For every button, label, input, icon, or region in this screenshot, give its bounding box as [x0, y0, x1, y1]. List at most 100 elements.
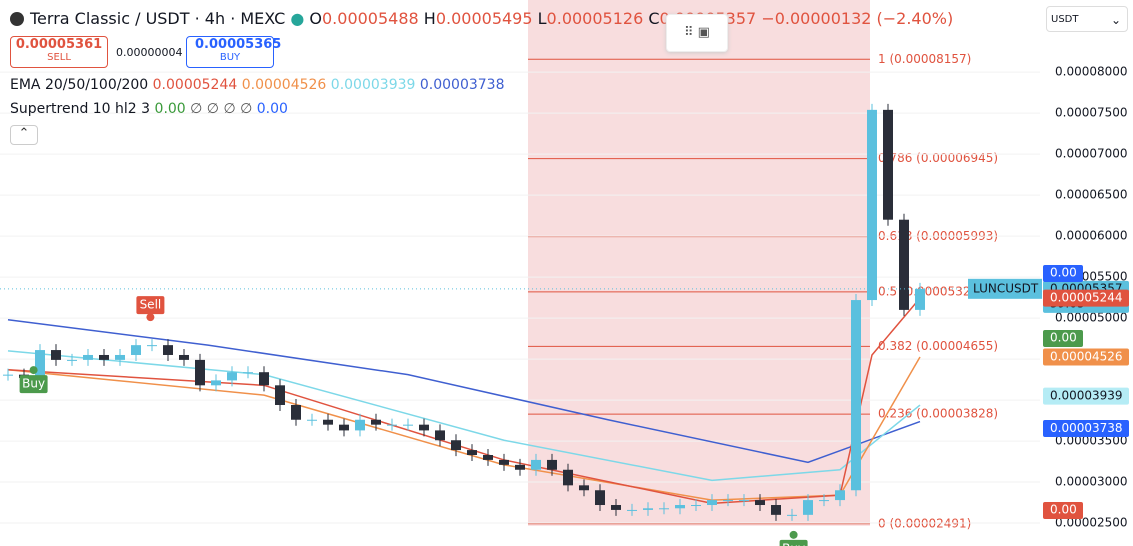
- sell-price: 0.00005361: [15, 37, 103, 52]
- supertrend-value: 0.00: [256, 101, 288, 117]
- candle: [835, 490, 845, 501]
- candle: [275, 385, 285, 405]
- collapse-button[interactable]: ⌃: [10, 125, 38, 145]
- candle: [387, 424, 397, 426]
- zero-badge-label: 0.00: [1050, 503, 1077, 517]
- signal-label: Buy: [22, 377, 45, 391]
- zero-badge: [1043, 265, 1083, 282]
- ohlc-value: 0.00005126: [546, 9, 644, 28]
- supertrend-legend[interactable]: Supertrend 10 hl2 3 0.00 ∅ ∅ ∅ ∅ 0.00: [10, 101, 288, 117]
- candle: [467, 450, 477, 455]
- signal-badge: [779, 539, 808, 546]
- y-tick-label: 0.00007000: [1055, 147, 1128, 161]
- axis-badge: [1043, 420, 1129, 438]
- axis-badge: [1043, 387, 1129, 405]
- candle: [883, 109, 893, 220]
- candle: [595, 490, 605, 506]
- ohlc-key: L: [537, 9, 547, 28]
- candle: [867, 109, 877, 301]
- ema-value: 0.00005244: [152, 77, 238, 93]
- currency-select[interactable]: USDT ⌄: [1046, 6, 1128, 32]
- candle: [659, 508, 669, 510]
- candle: [35, 350, 45, 378]
- candle: [355, 419, 365, 431]
- candle: [851, 300, 861, 491]
- candle: [259, 372, 269, 386]
- spread: 0.00000004: [116, 46, 183, 59]
- fib-label: 1 (0.00008157): [878, 52, 971, 66]
- ema-line: [7, 318, 921, 464]
- axis-badge: [1043, 348, 1129, 366]
- candle: [771, 505, 781, 515]
- candle: [291, 404, 301, 420]
- y-tick-label: 0.00003000: [1055, 475, 1128, 489]
- symbol-badge: [968, 278, 1042, 299]
- candle: [323, 419, 333, 425]
- candle: [51, 350, 61, 360]
- candle: [227, 372, 237, 381]
- y-tick-label: 0.00007500: [1055, 106, 1128, 120]
- currency: USDT: [1051, 14, 1079, 25]
- sell-button[interactable]: 0.00005361 SELL: [10, 36, 108, 68]
- ema-value: 0.00004526: [241, 77, 327, 93]
- candle: [819, 500, 829, 502]
- candle: [163, 345, 173, 355]
- ema-label: EMA 20/50/100/200: [10, 77, 149, 93]
- candle: [755, 500, 765, 506]
- signal-label: Buy: [782, 541, 805, 546]
- candle: [627, 509, 637, 511]
- toolbar[interactable]: ⠿ ▣: [666, 14, 728, 52]
- y-tick-label: 0.00006500: [1055, 188, 1128, 202]
- candle: [131, 345, 141, 355]
- axis-badge-label: 0.00003939: [1050, 389, 1123, 403]
- supertrend-value: ∅ ∅ ∅ ∅: [190, 101, 253, 117]
- zero-badge-label: 0.00: [1050, 331, 1077, 345]
- candle: [419, 424, 429, 431]
- ohlc-value: 0.00005488: [322, 9, 419, 28]
- zero-badge-label: 0.00: [1050, 266, 1077, 280]
- zero-badge: [1043, 502, 1083, 519]
- ema-legend[interactable]: EMA 20/50/100/200 0.00005244 0.00004526 …: [10, 77, 505, 93]
- candle: [915, 288, 925, 310]
- ohlc-key: C: [648, 9, 660, 28]
- candle: [115, 354, 125, 360]
- candle: [675, 505, 685, 509]
- candle: [739, 500, 749, 502]
- candle: [787, 514, 797, 516]
- signal-dot: [29, 366, 38, 375]
- candle: [483, 455, 493, 460]
- candle: [451, 440, 461, 451]
- y-tick-label: 0.00008000: [1055, 65, 1128, 79]
- candle: [707, 500, 717, 506]
- ohlc-value: 0.00005495: [435, 9, 533, 28]
- candle: [83, 354, 93, 360]
- buy-button[interactable]: 0.00005365 BUY: [186, 36, 281, 68]
- candle: [147, 345, 157, 347]
- candle: [339, 424, 349, 431]
- candle: [531, 459, 541, 470]
- supertrend-label: Supertrend 10 hl2 3: [10, 101, 151, 117]
- change: −0.00000132 (−2.40%): [761, 9, 954, 28]
- candle: [691, 505, 701, 507]
- candle: [899, 219, 909, 310]
- y-tick-label: 0.00003500: [1055, 434, 1128, 448]
- symbol[interactable]: Terra Classic / USDT · 4h · MEXC ● O0.00…: [10, 9, 953, 28]
- ohlc-key: O: [309, 9, 322, 28]
- candle: [579, 485, 589, 491]
- candle: [547, 459, 557, 470]
- sell-label: SELL: [47, 52, 71, 63]
- candle: [643, 508, 653, 510]
- zero-badge: [1043, 330, 1083, 347]
- signal-dot: [146, 313, 155, 322]
- fib-zone: [528, 0, 870, 526]
- signal-dot: [789, 530, 798, 539]
- buy-price: 0.00005365: [195, 37, 282, 52]
- axis-badge-label: 0.00005244: [1050, 291, 1123, 305]
- y-tick-label: 0.00006000: [1055, 229, 1128, 243]
- axis-badge-label: 0.00004526: [1050, 349, 1123, 363]
- candle: [515, 464, 525, 470]
- candle: [403, 424, 413, 426]
- candle: [67, 359, 77, 361]
